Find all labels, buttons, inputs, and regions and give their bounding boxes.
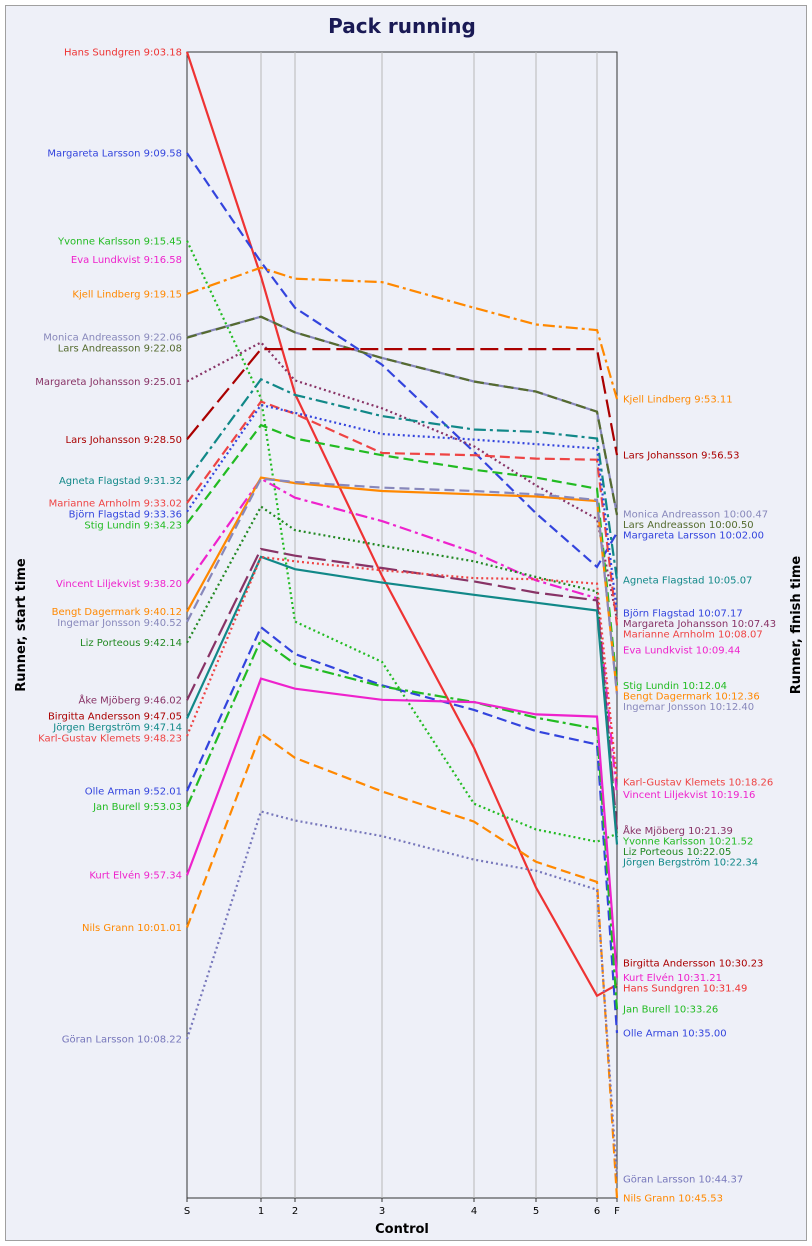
start-label: Birgitta Andersson 9:47.05 — [48, 712, 182, 723]
finish-label: Göran Larsson 10:44.37 — [623, 1174, 743, 1185]
start-label: Vincent Liljekvist 9:38.20 — [56, 579, 182, 590]
finish-label: Stig Lundin 10:12.04 — [623, 681, 727, 692]
x-tick-label: 1 — [258, 1206, 264, 1217]
start-labels: Hans Sundgren 9:03.18 Margareta Larsson 9… — [35, 48, 182, 1046]
chart-title: Pack running — [328, 14, 476, 38]
start-label: Monica Andreasson 9:22.06 — [43, 333, 182, 344]
x-tick-label: S — [184, 1206, 190, 1217]
x-tick-label: 4 — [471, 1206, 477, 1217]
start-label: Hans Sundgren 9:03.18 — [64, 48, 182, 59]
x-axis-title: Control — [375, 1222, 429, 1237]
y-axis-title-right: Runner, finish time — [789, 556, 804, 695]
series-line — [186, 403, 619, 613]
finish-label: Ingemar Jonsson 10:12.40 — [623, 702, 754, 713]
series-line — [186, 348, 619, 456]
finish-label: Karl-Gustav Klemets 10:18.26 — [623, 777, 773, 788]
finish-label: Vincent Liljekvist 10:19.16 — [623, 790, 755, 801]
series-line — [186, 152, 618, 569]
start-label: Olle Arman 9:52.01 — [85, 787, 182, 798]
series-line — [185, 677, 619, 978]
x-tick-label: 6 — [594, 1206, 600, 1217]
finish-label: Lars Johansson 9:56.53 — [623, 451, 739, 462]
start-label: Eva Lundkvist 9:16.58 — [71, 255, 182, 266]
series-line — [185, 51, 618, 998]
x-tick-label: 5 — [533, 1206, 539, 1217]
finish-label: Eva Lundkvist 10:09.44 — [623, 645, 740, 656]
series-line — [186, 240, 618, 843]
series-line — [186, 477, 619, 695]
start-label: Jörgen Bergström 9:47.14 — [52, 723, 182, 734]
finish-label: Olle Arman 10:35.00 — [623, 1029, 727, 1040]
x-tick-label: F — [614, 1206, 620, 1217]
finish-label: Monica Andreasson 10:00.47 — [623, 510, 768, 521]
x-tick-label: 2 — [292, 1206, 298, 1217]
series-line — [185, 625, 619, 1034]
finish-label: Kjell Lindberg 9:53.11 — [623, 395, 733, 406]
start-label: Kurt Elvén 9:57.34 — [89, 870, 182, 882]
finish-label: Margareta Johansson 10:07.43 — [623, 619, 776, 630]
finish-label: Birgitta Andersson 10:30.23 — [623, 959, 763, 970]
finish-label: Hans Sundgren 10:31.49 — [623, 984, 747, 995]
series-line — [186, 400, 619, 626]
x-tick-label: 3 — [379, 1206, 385, 1217]
series-line — [186, 377, 619, 581]
finish-labels: Hans Sundgren 10:31.49 Margareta Larsson … — [622, 395, 776, 1205]
start-label: Liz Porteous 9:42.14 — [80, 638, 182, 649]
start-label: Nils Grann 10:01.01 — [82, 923, 182, 934]
series-lines — [185, 51, 619, 1199]
finish-label: Nils Grann 10:45.53 — [623, 1194, 723, 1205]
start-label: Karl-Gustav Klemets 9:48.23 — [38, 734, 182, 745]
start-label: Yvonne Karlsson 9:15.45 — [57, 236, 182, 247]
finish-label: Björn Flagstad 10:07.17 — [623, 608, 743, 619]
series-line — [185, 555, 619, 845]
start-label: Stig Lundin 9:34.23 — [84, 521, 182, 532]
finish-label: Bengt Dagermark 10:12.36 — [623, 691, 760, 702]
start-label: Bengt Dagermark 9:40.12 — [52, 607, 182, 618]
start-label: Göran Larsson 10:08.22 — [62, 1035, 182, 1046]
start-label: Kjell Lindberg 9:19.15 — [72, 289, 182, 300]
start-label: Åke Mjöberg 9:46.02 — [79, 694, 182, 707]
series-line — [185, 637, 619, 1010]
x-ticks: S 1 2 3 4 5 6 F — [184, 1198, 620, 1217]
finish-label: Jan Burell 10:33.26 — [622, 1005, 718, 1016]
finish-label: Lars Andreasson 10:00.50 — [623, 520, 754, 531]
finish-label: Liz Porteous 10:22.05 — [623, 847, 731, 858]
finish-label: Jörgen Bergström 10:22.34 — [622, 858, 758, 869]
series-line — [185, 810, 619, 1179]
finish-label: Yvonne Karlsson 10:21.52 — [622, 837, 753, 848]
start-label: Margareta Johansson 9:25.01 — [35, 377, 182, 388]
finish-label: Åke Mjöberg 10:21.39 — [623, 824, 733, 837]
start-label: Lars Johansson 9:28.50 — [66, 435, 182, 446]
start-label: Jan Burell 9:53.03 — [92, 802, 182, 813]
start-label: Agneta Flagstad 9:31.32 — [59, 476, 182, 487]
start-label: Björn Flagstad 9:33.36 — [69, 510, 182, 521]
series-line — [185, 555, 619, 782]
plot-area — [186, 51, 618, 1199]
grid — [260, 52, 598, 1198]
series-line — [186, 423, 619, 686]
start-label: Margareta Larsson 9:09.58 — [47, 149, 182, 160]
series-line — [186, 341, 619, 620]
finish-label: Kurt Elvén 10:31.21 — [623, 972, 722, 984]
finish-label: Marianne Arnholm 10:08.07 — [623, 629, 763, 640]
y-axis-title-left: Runner, start time — [14, 558, 29, 692]
start-label: Marianne Arnholm 9:33.02 — [49, 499, 182, 510]
finish-label: Margareta Larsson 10:02.00 — [623, 531, 764, 542]
start-label: Lars Andreasson 9:22.08 — [58, 344, 182, 355]
series-line — [186, 504, 619, 838]
finish-label: Agneta Flagstad 10:05.07 — [623, 575, 752, 586]
series-line — [186, 315, 619, 516]
series-line — [185, 731, 619, 1199]
series-line — [186, 477, 619, 795]
start-label: Ingemar Jonsson 9:40.52 — [57, 618, 182, 629]
